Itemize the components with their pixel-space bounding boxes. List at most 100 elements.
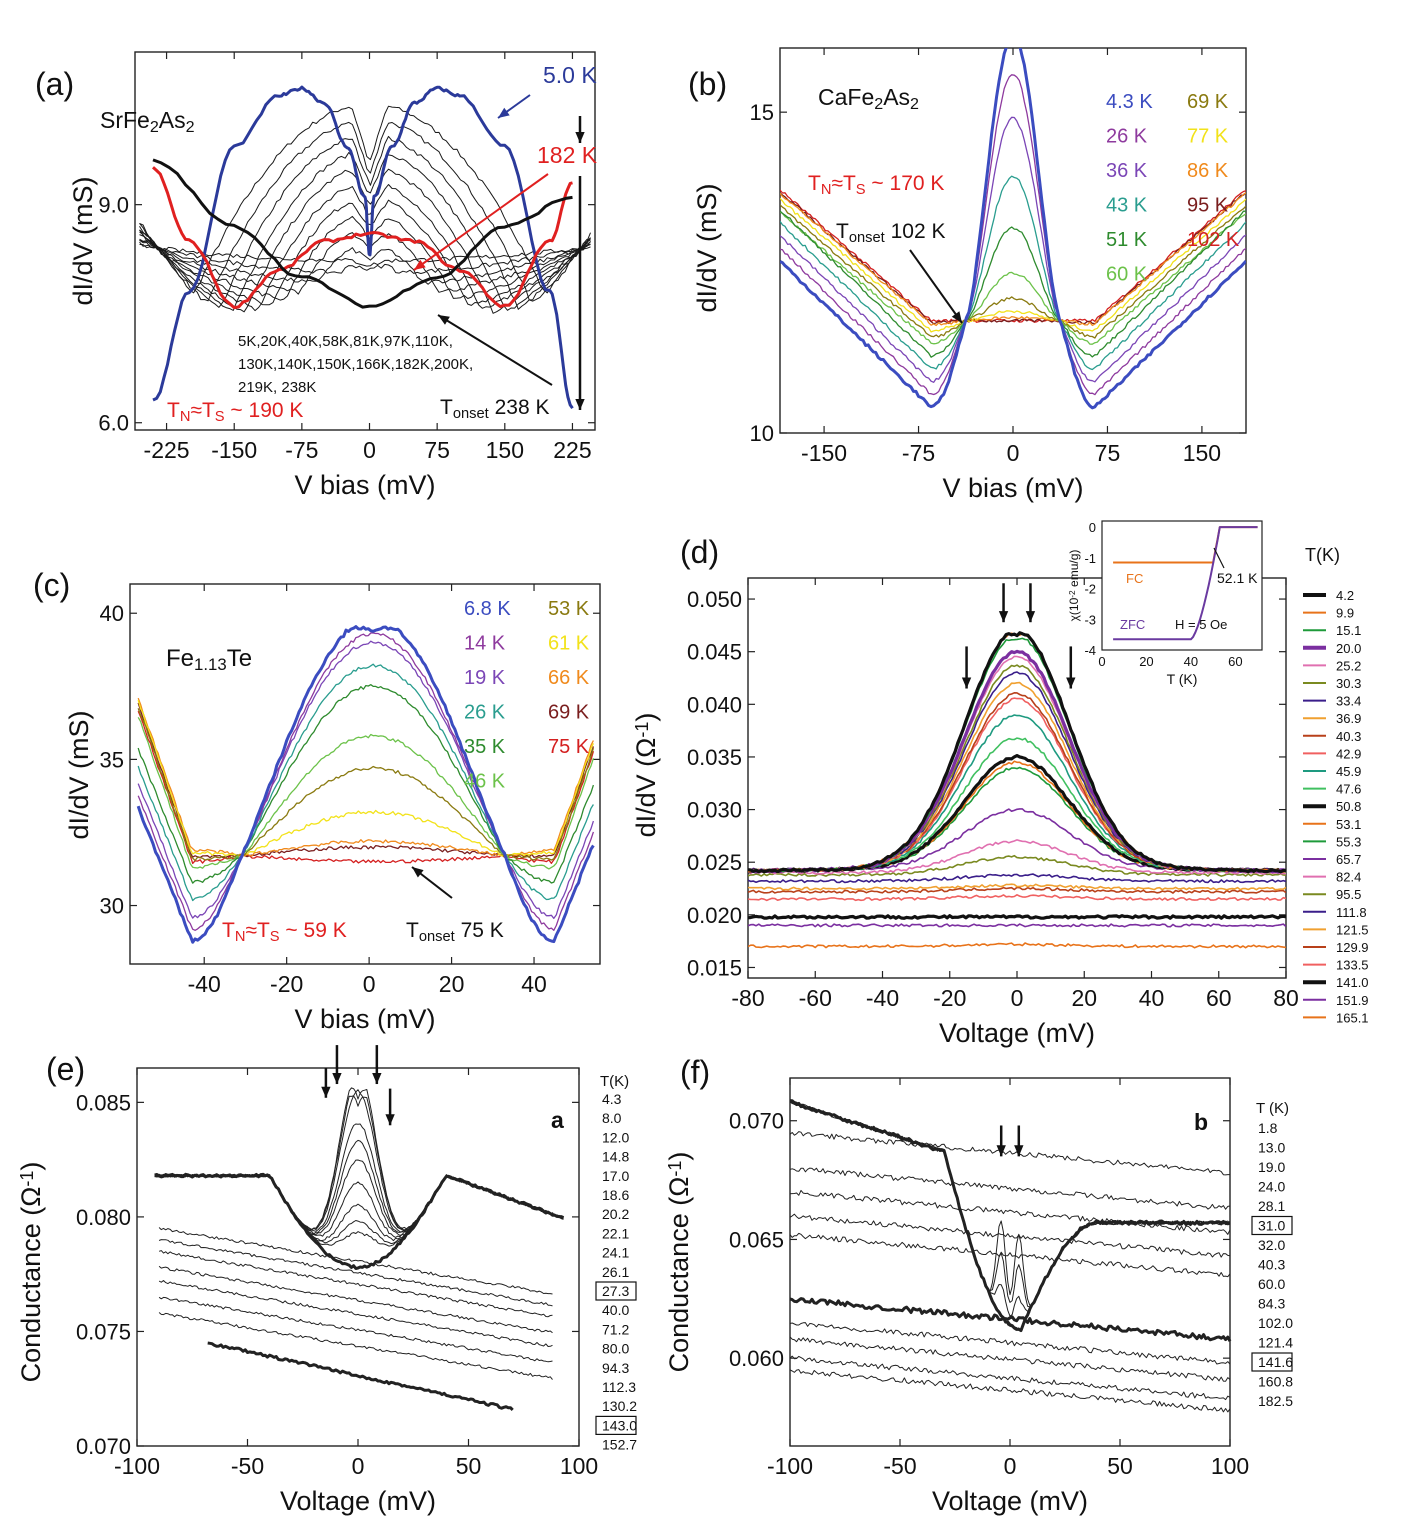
- series-line-95_5: [748, 854, 1286, 877]
- x-tick-label: 150: [486, 437, 524, 463]
- series-line-77K: [780, 197, 1246, 333]
- legend-entry: 30.3: [1336, 676, 1361, 691]
- series-line-intermediate: [139, 241, 591, 274]
- tn-annotation-part: N: [821, 182, 832, 198]
- tonset-annotation-part: T: [406, 919, 419, 942]
- arrow-onset: [437, 314, 553, 386]
- y-tick-label: 30: [100, 894, 124, 919]
- x-tick-labels: -100 -50 0 50 100: [114, 1453, 598, 1479]
- y-axis-title-part: ): [664, 1152, 694, 1161]
- series-line-141_0: [748, 914, 1286, 920]
- legend-entry: 43 K: [1106, 195, 1148, 217]
- legend-entry: 40.3: [1258, 1257, 1285, 1273]
- legend-entry: 71.2: [602, 1321, 629, 1337]
- y-tick-label: 0.050: [687, 587, 742, 612]
- tn-annotation-part: ≈T: [831, 172, 856, 195]
- tn-annotation-part: N: [235, 929, 246, 945]
- legend-entry: 82.4: [1336, 870, 1361, 885]
- legend-entry: 53.1: [1336, 817, 1361, 832]
- x-tick-label: 75: [1095, 440, 1121, 466]
- panel-label: (f): [680, 1054, 710, 1090]
- material-label-part: As: [883, 84, 910, 110]
- legend-entry: 26 K: [464, 702, 506, 724]
- temperature-list-line: 130K,140K,150K,166K,182K,200K,: [238, 356, 473, 373]
- series-line-53K: [137, 708, 595, 862]
- x-tick-label: -225: [144, 437, 190, 463]
- series-line-33_4: [748, 671, 1286, 873]
- series-line-shifted: [789, 1232, 1231, 1278]
- series-line-61K: [137, 699, 594, 858]
- arrow-peak-head: [961, 677, 972, 689]
- legend-entry: 129.9: [1336, 940, 1369, 955]
- inset-x-tick: 60: [1228, 654, 1242, 669]
- legend-entry: 12.0: [602, 1129, 629, 1145]
- y-tick-label: 0.070: [729, 1109, 784, 1134]
- legend-entry: 141.6: [1258, 1354, 1293, 1370]
- legend-entry: 53 K: [548, 598, 590, 620]
- series-line-36_9: [748, 681, 1286, 873]
- sub-label: b: [1194, 1109, 1208, 1135]
- inset-y-title: χ(10-2 emu/g): [1067, 550, 1081, 622]
- legend-entry: 26 K: [1106, 126, 1148, 148]
- legend-entry: 40.3: [1336, 729, 1361, 744]
- legend-entry: 66 K: [548, 667, 590, 689]
- legend-entry: 95.5: [1336, 887, 1361, 902]
- material-label: SrFe2As2: [100, 107, 195, 136]
- legend-title: T(K): [600, 1073, 629, 1090]
- curves: [780, 48, 1246, 410]
- inset-x-tick: 20: [1139, 654, 1153, 669]
- tn-annotation-part: ~ 190 K: [225, 399, 304, 422]
- legend-entry: 60 K: [1106, 264, 1148, 286]
- y-tick-label: 0.040: [687, 692, 742, 717]
- arrow-cooling-short: [575, 116, 585, 143]
- legend-entry: 51 K: [1106, 229, 1148, 251]
- arrow-peak-head: [372, 1072, 382, 1085]
- series-line-shifted: [158, 1227, 553, 1295]
- legend-entry: 15.1: [1336, 623, 1361, 638]
- panel-f: -100 -50 0 50 100 0.060 0.065 0.070: [729, 1077, 1249, 1479]
- arrow-onset-head: [438, 315, 450, 325]
- panel-label: (a): [35, 66, 74, 102]
- series-line-42_9: [748, 697, 1286, 873]
- legend: T(K)4.3 8.0 12.0 14.8 17.0 18.6 20.2 22.1 24.1 26…: [595, 1073, 637, 1453]
- inset-y-tick: -4: [1084, 643, 1096, 658]
- legend-title: T (K): [1256, 1100, 1289, 1117]
- y-axis-title-part: Conductance (Ω: [664, 1177, 694, 1373]
- legend-entry: 102 K: [1187, 229, 1240, 251]
- material-label-part: 2: [910, 95, 919, 113]
- legend-entry: 40.0: [602, 1302, 629, 1318]
- series-line-66K: [137, 697, 594, 857]
- panel-d: -80 -60 -40 -20 0 20 40 60 800.0150.0200.0250.03…: [687, 577, 1299, 1011]
- y-axis-title-part: -1: [17, 1171, 37, 1187]
- legend-entry: 47.6: [1336, 782, 1361, 797]
- series-line-shifted: [158, 1312, 553, 1380]
- arrow-mid-t-shaft: [413, 173, 549, 271]
- legend-entry: 45.9: [1336, 764, 1361, 779]
- legend-entry: 86 K: [1187, 160, 1229, 182]
- x-tick-label: -100: [114, 1453, 160, 1479]
- legend-entry: 13.0: [1258, 1140, 1285, 1156]
- legend: 6.8 K 14 K 19 K 26 K 35 K 46 K 53 K 61 K 66 K 69 …: [464, 598, 590, 793]
- series-line-53_1: [748, 760, 1286, 873]
- x-tick-label: 0: [1011, 985, 1024, 1011]
- series-line-intermediate: [139, 135, 591, 310]
- legend-entry: 102.0: [1258, 1315, 1293, 1331]
- series-line-111_8: [748, 873, 1286, 884]
- tonset-annotation-part: 238 K: [489, 396, 550, 419]
- x-axis-title: V bias (mV): [294, 1004, 435, 1034]
- series-line-shifted: [158, 1265, 553, 1334]
- material-label-part: Fe: [166, 645, 194, 672]
- y-tick-label: 0.075: [76, 1319, 131, 1344]
- tonset-annotation-part: 75 K: [455, 919, 504, 942]
- series-line-intermediate: [139, 232, 591, 295]
- y-tick-label: 15: [750, 100, 774, 125]
- x-tick-label: 40: [521, 971, 547, 997]
- series-line-129_9: [748, 886, 1286, 894]
- x-tick-labels: -100 -50 0 50 100: [767, 1453, 1249, 1479]
- series-line: [154, 1173, 564, 1242]
- inset-zfc-line: [1113, 526, 1258, 641]
- panel-label: (b): [688, 66, 727, 102]
- series-line-40_3: [748, 692, 1286, 873]
- series-line: [154, 1173, 564, 1247]
- x-tick-label: 0: [363, 971, 376, 997]
